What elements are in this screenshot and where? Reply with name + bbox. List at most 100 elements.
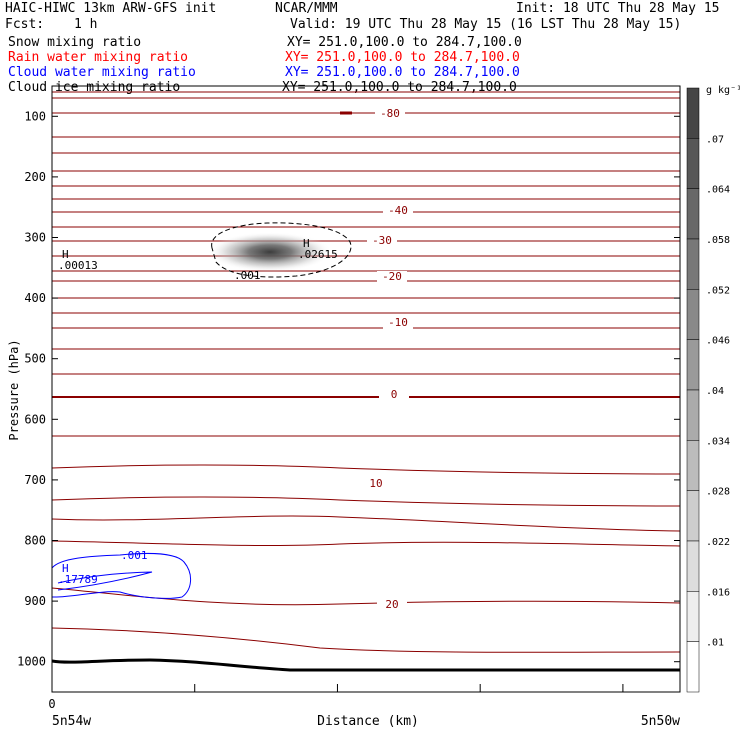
temperature-label-bg [383,317,413,329]
colorbar-label: .01 [706,638,724,649]
forecast-label: Fcst: [5,17,45,32]
cloud-water-contour-label: .001 [121,549,148,562]
y-axis-label: Pressure (hPa) [7,339,21,440]
y-tick-label: 500 [24,352,46,366]
x-end-label: 5n50w [641,714,680,729]
isotherm-line [51,540,681,547]
isotherm-line [51,240,681,242]
colorbar-swatch [686,188,700,240]
isotherm-line [51,395,681,399]
colorbar-label: .058 [706,235,730,246]
isotherm-line [51,515,681,532]
colorbar-label: .064 [706,185,730,196]
temperature-label: -80 [380,107,400,120]
temperature-label-bg [379,389,409,401]
field-cloudice-name: Cloud ice mixing ratio [8,80,181,95]
isotherm-line [51,327,681,329]
isotherm-line [51,312,681,314]
temperature-label: -10 [388,316,408,329]
temperature-label-bg [383,205,413,217]
colorbar: g kg⁻¹ .07 .064 .058 .052 .046 .04 .034 .028 .02… [686,85,740,693]
colorbar-label: .022 [706,537,730,548]
isotherm-line [51,587,681,606]
isotherm-line [51,170,681,172]
colorbar-unit: g kg⁻¹ [706,85,740,96]
snow-max-symbol: H [303,237,310,250]
colorbar-label: .046 [706,336,730,347]
forecast-hour: 1 h [74,17,98,32]
isotherm-line [51,211,681,213]
field-cloudwater-xy: XY= 251.0,100.0 to 284.7,100.0 [285,65,520,80]
colorbar-swatch [686,289,700,340]
temperature-label: -20 [382,270,402,283]
snow-contour-label: .001 [234,269,261,282]
y-tick-label: 100 [24,109,46,123]
isotherm-line [51,112,681,114]
isotherm-line [51,627,681,653]
colorbar-swatch [686,440,700,491]
snow-contour [211,222,352,278]
cloud-water-max-symbol: H [62,562,69,575]
terrain-line [51,658,681,672]
ice-max-value: .00013 [58,259,98,272]
isotherm-line [51,348,681,350]
field-cloudice-xy: XY= 251.0,100.0 to 284.7,100.0 [282,80,517,95]
y-tick-label: 600 [24,412,46,426]
y-tick-label: 200 [24,170,46,184]
colorbar-label: .04 [706,386,724,397]
isotherm-line [51,255,681,257]
model-title: HAIC-HIWC 13km ARW-GFS init [5,1,217,16]
colorbar-swatch [686,87,700,139]
colorbar-label: .052 [706,285,730,296]
colorbar-label: .016 [706,587,730,598]
isotherm-line [51,297,681,299]
colorbar-swatch [686,389,700,441]
temperature-label-bg [375,108,405,120]
y-tick-label: 1000 [17,655,46,669]
colorbar-swatch [686,238,700,290]
isotherm-line [51,496,681,507]
y-tick-label: 400 [24,291,46,305]
y-tick-label: 300 [24,231,46,245]
temperature-label: 20 [385,598,398,611]
field-cloudwater-name: Cloud water mixing ratio [8,65,196,80]
ice-max-symbol: H [62,248,69,261]
field-rain-name: Rain water mixing ratio [8,50,189,65]
isotherm-line [51,435,681,437]
field-snow-xy: XY= 251.0,100.0 to 284.7,100.0 [287,35,522,50]
isotherm-line [51,97,681,99]
y-tick-label: 700 [24,473,46,487]
colorbar-label: .028 [706,487,730,498]
colorbar-label: .034 [706,436,730,447]
cloud-water-contour [51,552,191,599]
snow-max-value: .02615 [298,248,338,261]
isotherm-line [51,373,681,375]
snow-shading [208,232,332,272]
temperature-label: 10 [369,477,382,490]
colorbar-swatch [686,540,700,592]
temperature-label: -30 [372,234,392,247]
isotherm-line [51,136,681,138]
colorbar-swatch [686,138,700,189]
colorbar-swatch [686,490,700,542]
isotherm-line [51,91,681,93]
y-tick-label: 900 [24,594,46,608]
isotherm-line [51,198,681,200]
temperature-label: -40 [388,204,408,217]
isotherm-line [51,152,681,154]
isotherm-line [51,270,681,272]
field-snow-name: Snow mixing ratio [8,35,142,50]
colorbar-swatch [686,339,700,391]
temperature-label-bg [377,599,407,611]
chart-axes: 100 200 300 400 500 600 700 800 900 1000 0 [17,85,681,711]
temperature-label-bg [361,478,391,490]
y-tick-label: 800 [24,534,46,548]
colorbar-label: .07 [706,134,724,145]
valid-time: Valid: 19 UTC Thu 28 May 15 (16 LST Thu … [290,17,682,32]
cloud-water-max-value: .17789 [58,573,98,586]
isotherm-line [51,185,681,187]
x-tick-label: 0 [48,697,55,711]
colorbar-swatch [686,641,700,693]
isotherm-line [51,280,681,282]
